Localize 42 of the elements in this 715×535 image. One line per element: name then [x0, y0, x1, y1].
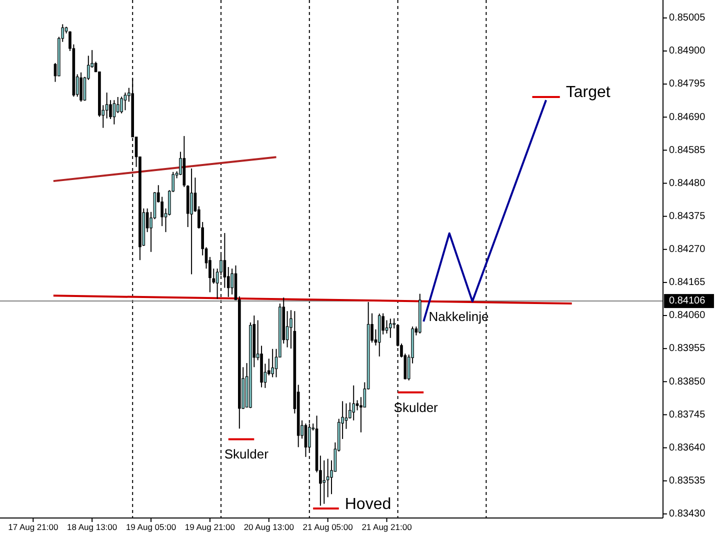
y-tick-label: 0.84060: [669, 310, 706, 322]
candlestick: [389, 318, 392, 338]
candlestick: [223, 232, 226, 288]
annotation: Skulder: [394, 400, 439, 415]
y-tick-label: 0.84375: [669, 210, 706, 222]
candlestick: [322, 460, 326, 504]
x-tick-label: 21 Aug 21:00: [362, 522, 412, 532]
y-tick-label: 0.84165: [669, 277, 706, 288]
y-tick-label: 0.83850: [669, 376, 706, 388]
candlestick: [356, 400, 359, 411]
candlestick: [105, 92, 108, 119]
candlestick: [352, 384, 356, 421]
candlestick: [120, 96, 123, 114]
x-tick-label: 21 Aug 05:00: [302, 522, 354, 532]
y-tick-label: 0.84900: [669, 46, 706, 57]
y-tick-label: 0.84585: [669, 144, 706, 156]
x-tick-label: 19 Aug 21:00: [184, 522, 236, 532]
y-tick-label: 0.84480: [669, 178, 706, 189]
annotation: Target: [566, 84, 611, 102]
candlestick: [116, 96, 120, 114]
annotation: Hoved: [344, 496, 392, 513]
y-tick-label: 0.84270: [669, 244, 706, 256]
x-tick-label: 19 Aug 05:00: [126, 522, 176, 532]
candlestick: [304, 423, 308, 458]
y-tick-label: 0.84690: [669, 112, 706, 123]
candlestick: [271, 348, 274, 378]
ref-line-label: 0.84106: [669, 296, 706, 307]
y-tick-label: 0.83640: [669, 442, 706, 454]
candlestick: [190, 168, 193, 275]
y-tick-label: 0.85005: [669, 12, 706, 24]
annotation: Skulder: [224, 446, 270, 462]
x-tick-label: 20 Aug 13:00: [244, 522, 294, 532]
y-tick-label: 0.83955: [669, 343, 706, 354]
candlestick: [80, 72, 82, 102]
y-tick-label: 0.84795: [669, 78, 706, 90]
x-tick-label: 17 Aug 21:00: [8, 522, 58, 532]
y-tick-label: 0.83430: [669, 508, 706, 520]
y-tick-label: 0.83745: [669, 409, 706, 420]
candlestick: [286, 310, 289, 348]
y-tick-label: 0.83535: [669, 475, 706, 486]
annotation: Nakkelinje: [428, 308, 489, 324]
x-tick-label: 18 Aug 13:00: [67, 522, 118, 532]
